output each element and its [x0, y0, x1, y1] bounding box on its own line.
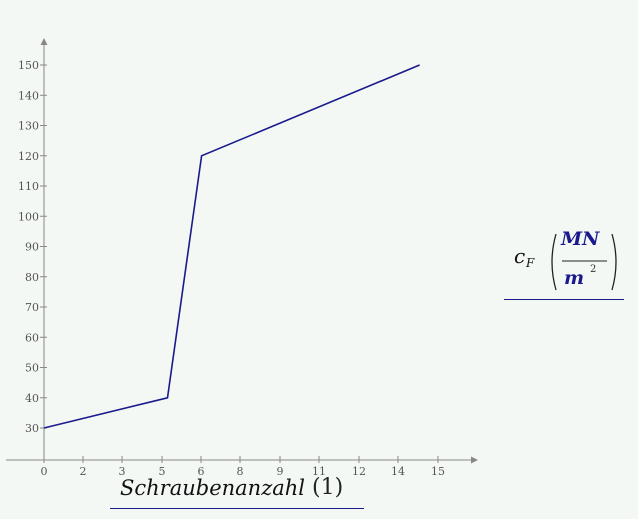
x-label-unit: (1)	[312, 475, 344, 500]
y-tick-label: 110	[18, 180, 39, 193]
y-label-unit-exponent: 2	[590, 264, 597, 275]
y-label-underline	[504, 299, 624, 300]
y-tick-label: 60	[25, 331, 39, 344]
y-tick-label: 80	[25, 271, 39, 284]
y-label-unit-fraction	[551, 233, 617, 291]
x-tick-label: 5	[159, 465, 166, 478]
right-paren	[611, 233, 617, 291]
y-tick-label: 90	[25, 241, 39, 254]
y-tick-label: 30	[25, 422, 39, 435]
x-tick-label: 2	[80, 465, 87, 478]
x-tick-label: 11	[312, 465, 326, 478]
x-axis-arrow	[471, 456, 478, 464]
y-tick-label: 40	[25, 392, 39, 405]
axes	[6, 38, 478, 464]
x-tick-label: 15	[431, 465, 445, 478]
y-label-unit-numerator: MN	[561, 228, 600, 250]
x-tick-label: 12	[352, 465, 366, 478]
y-tick-label: 70	[25, 301, 39, 314]
y-label-subscript: F	[526, 256, 535, 270]
y-label-symbol: c	[514, 244, 526, 268]
x-tick-label: 3	[119, 465, 126, 478]
y-tick-label: 150	[18, 59, 39, 72]
y-tick-label: 140	[18, 89, 39, 102]
y-tick-label: 120	[18, 150, 39, 163]
series-line	[43, 64, 420, 429]
y-tick-label: 100	[18, 210, 39, 223]
x-tick-label: 8	[237, 465, 244, 478]
left-paren	[551, 233, 557, 291]
x-tick-label: 14	[391, 465, 405, 478]
y-tick-label: 50	[25, 362, 39, 375]
y-axis-arrow	[40, 38, 48, 45]
x-tick-label: 6	[198, 465, 205, 478]
x-label-text: Schraubenanzahl	[120, 476, 306, 500]
y-axis-label: c F MN m 2	[506, 226, 624, 296]
ticks: 30 40 50 60 70 80 90 100 110 120 130 140 150 0 2 3 5 6 8 9 1…	[18, 59, 445, 478]
y-tick-label: 130	[18, 120, 39, 133]
x-label-underline	[110, 508, 364, 509]
x-tick-label: 9	[277, 465, 284, 478]
y-label-unit-denominator: m	[564, 267, 585, 289]
x-axis-label: Schraubenanzahl (1)	[112, 472, 364, 506]
series	[43, 64, 420, 429]
x-tick-label: 0	[41, 465, 48, 478]
